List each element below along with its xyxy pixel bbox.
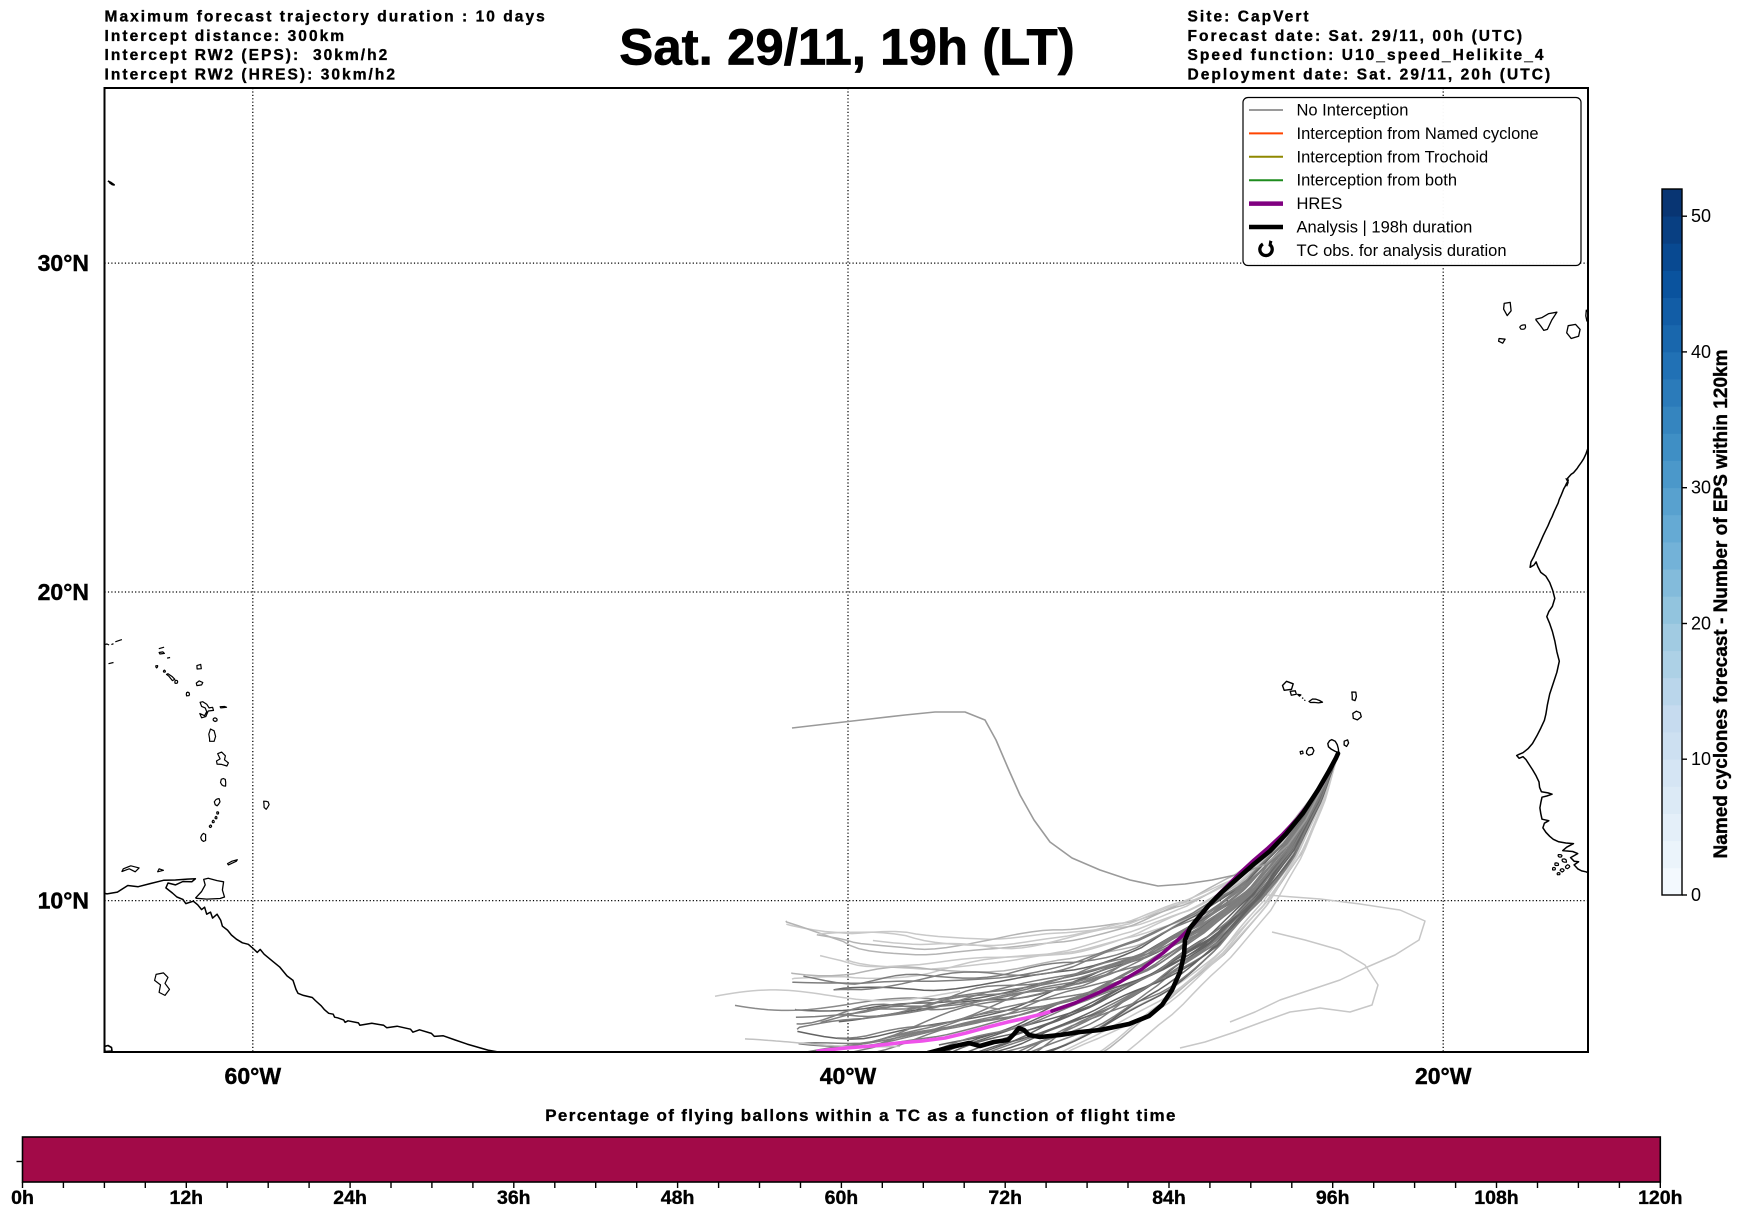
svg-text:84h: 84h [1152,1187,1186,1209]
svg-text:120h: 120h [1638,1187,1682,1209]
svg-text:36h: 36h [497,1187,531,1209]
svg-text:Maximum forecast trajectory du: Maximum forecast trajectory duration : 1… [105,9,547,26]
svg-text:0: 0 [1691,885,1701,905]
svg-text:24h: 24h [333,1187,367,1209]
svg-text:10: 10 [1691,749,1711,769]
svg-text:Deployment date: Sat. 29/11, 2: Deployment date: Sat. 29/11, 20h (UTC) [1188,66,1553,83]
svg-text:Analysis | 198h duration: Analysis | 198h duration [1297,219,1473,237]
svg-text:Intercept RW2 (HRES): 30km/h2: Intercept RW2 (HRES): 30km/h2 [105,66,398,83]
svg-text:Interception from both: Interception from both [1297,172,1458,190]
svg-text:48h: 48h [661,1187,695,1209]
svg-text:40°W: 40°W [820,1063,877,1089]
svg-text:No Interception: No Interception [1297,102,1409,120]
svg-text:HRES: HRES [1297,195,1343,213]
svg-text:Percentage of flying ballons w: Percentage of flying ballons within a TC… [545,1106,1177,1125]
svg-text:20°N: 20°N [38,579,89,605]
svg-text:30°N: 30°N [38,250,89,276]
svg-text:108h: 108h [1474,1187,1518,1209]
svg-text:Named cyclones forecast - Numb: Named cyclones forecast - Number of EPS … [1711,350,1732,859]
svg-text:TC obs. for analysis duration: TC obs. for analysis duration [1297,242,1507,260]
svg-text:Speed function: U10_speed_Heli: Speed function: U10_speed_Helikite_4 [1188,47,1546,64]
svg-text:Site: CapVert: Site: CapVert [1188,9,1311,26]
svg-text:Interception from Trochoid: Interception from Trochoid [1297,148,1489,166]
svg-text:20: 20 [1691,614,1711,634]
svg-text:50: 50 [1691,206,1711,226]
svg-text:Interception from Named cyclon: Interception from Named cyclone [1297,125,1539,143]
svg-text:96h: 96h [1316,1187,1350,1209]
svg-text:Forecast date: Sat. 29/11, 00h: Forecast date: Sat. 29/11, 00h (UTC) [1188,28,1525,45]
svg-text:60h: 60h [825,1187,859,1209]
svg-text:60°W: 60°W [225,1063,282,1089]
svg-text:Sat. 29/11, 19h (LT): Sat. 29/11, 19h (LT) [619,19,1074,76]
svg-text:Intercept distance: 300km: Intercept distance: 300km [105,28,347,45]
svg-text:Intercept RW2 (EPS): 30km/h2: Intercept RW2 (EPS): 30km/h2 [105,47,390,64]
svg-text:72h: 72h [988,1187,1022,1209]
svg-text:0h: 0h [11,1187,34,1209]
svg-text:40: 40 [1691,342,1711,362]
svg-text:10°N: 10°N [38,888,89,914]
svg-text:30: 30 [1691,478,1711,498]
svg-text:12h: 12h [169,1187,203,1209]
svg-text:20°W: 20°W [1415,1063,1472,1089]
